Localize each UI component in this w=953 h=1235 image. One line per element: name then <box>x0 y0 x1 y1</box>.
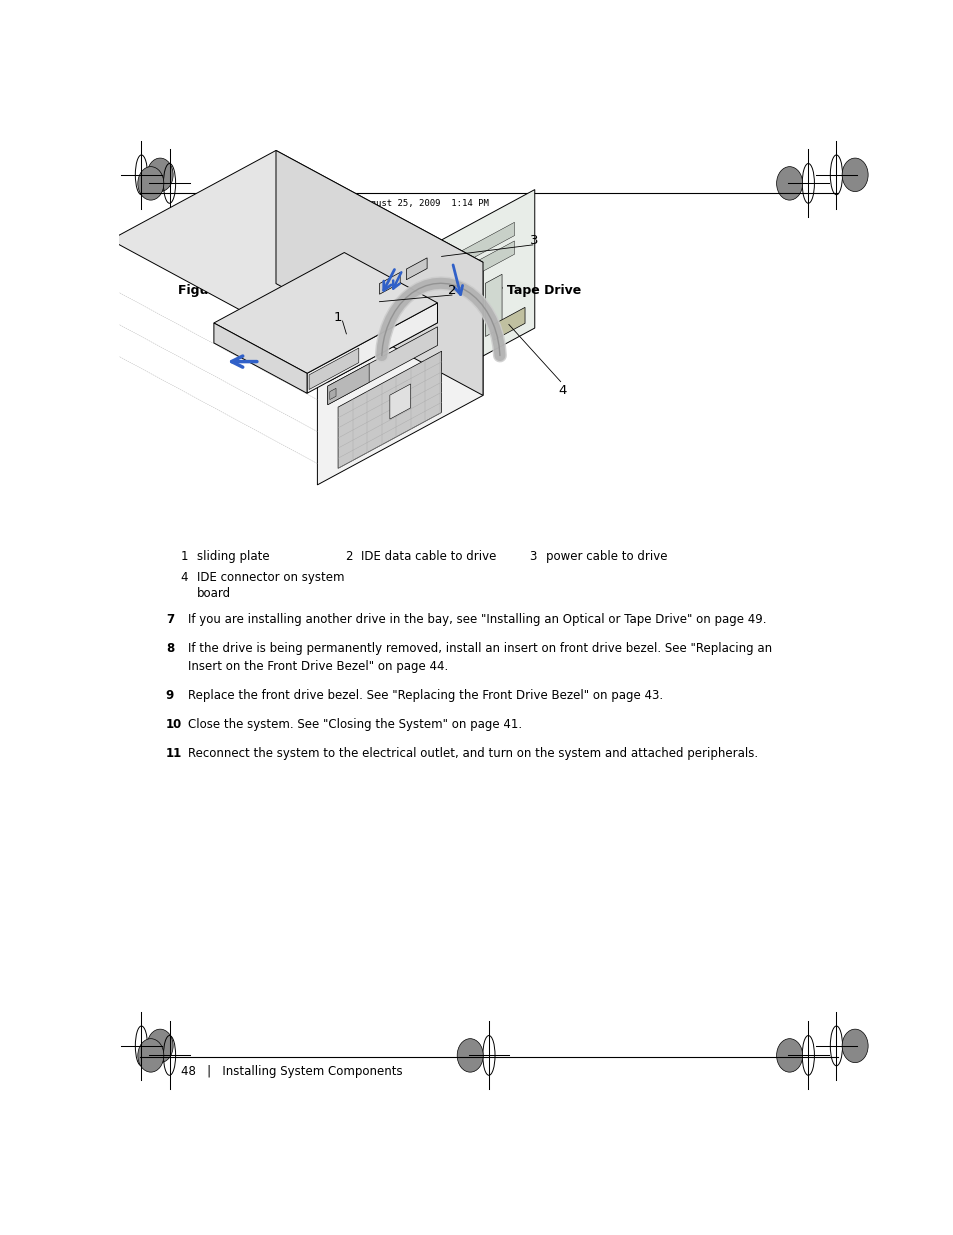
Polygon shape <box>307 303 437 393</box>
Polygon shape <box>328 341 369 382</box>
Polygon shape <box>379 273 400 294</box>
Circle shape <box>776 1039 801 1072</box>
Polygon shape <box>111 151 482 352</box>
Text: Insert on the Front Drive Bezel" on page 44.: Insert on the Front Drive Bezel" on page… <box>188 659 448 673</box>
Text: If you are installing another drive in the bay, see "Installing an Optical or Ta: If you are installing another drive in t… <box>188 614 765 626</box>
Text: 9: 9 <box>166 689 173 701</box>
Text: IDE data cable to drive: IDE data cable to drive <box>360 551 496 563</box>
Polygon shape <box>328 327 437 405</box>
Polygon shape <box>213 252 437 373</box>
Text: 3: 3 <box>530 233 538 247</box>
Text: Figure 3-7.: Figure 3-7. <box>178 284 254 296</box>
Circle shape <box>841 1029 867 1062</box>
Text: 2: 2 <box>447 284 456 296</box>
Polygon shape <box>337 351 441 468</box>
Text: power cable to drive: power cable to drive <box>545 551 667 563</box>
Circle shape <box>147 158 172 191</box>
Text: board: board <box>196 587 231 599</box>
Polygon shape <box>420 190 535 389</box>
Polygon shape <box>431 222 514 280</box>
Text: 11: 11 <box>166 747 182 760</box>
Text: Removing and Installing an Optical or Tape Drive: Removing and Installing an Optical or Ta… <box>237 284 580 296</box>
Text: Reconnect the system to the electrical outlet, and turn on the system and attach: Reconnect the system to the electrical o… <box>188 747 758 760</box>
Polygon shape <box>317 262 482 485</box>
Text: 2: 2 <box>344 551 352 563</box>
Text: 8: 8 <box>166 642 173 656</box>
Text: 4: 4 <box>558 384 566 396</box>
Polygon shape <box>390 384 410 419</box>
Circle shape <box>137 1039 164 1072</box>
Text: book.book  Page 48  Tuesday, August 25, 2009  1:14 PM: book.book Page 48 Tuesday, August 25, 20… <box>204 199 489 209</box>
Text: If the drive is being permanently removed, install an insert on front drive beze: If the drive is being permanently remove… <box>188 642 771 656</box>
Text: 48   |   Installing System Components: 48 | Installing System Components <box>180 1065 402 1078</box>
Polygon shape <box>431 304 448 366</box>
Circle shape <box>137 167 164 200</box>
Text: sliding plate: sliding plate <box>196 551 270 563</box>
Polygon shape <box>328 364 369 405</box>
Polygon shape <box>485 274 501 336</box>
Circle shape <box>147 1029 172 1062</box>
Text: 7: 7 <box>166 614 173 626</box>
Text: Replace the front drive bezel. See "Replacing the Front Drive Bezel" on page 43.: Replace the front drive bezel. See "Repl… <box>188 689 662 701</box>
Circle shape <box>776 167 801 200</box>
Circle shape <box>456 1039 483 1072</box>
Text: 4: 4 <box>180 572 188 584</box>
Text: Close the system. See "Closing the System" on page 41.: Close the system. See "Closing the Syste… <box>188 718 521 731</box>
Polygon shape <box>406 258 427 279</box>
Circle shape <box>841 158 867 191</box>
Polygon shape <box>275 151 482 395</box>
Polygon shape <box>309 348 358 389</box>
Text: 1: 1 <box>333 311 341 324</box>
Polygon shape <box>431 241 514 299</box>
Text: 3: 3 <box>529 551 537 563</box>
Text: 10: 10 <box>166 718 182 731</box>
Polygon shape <box>330 388 335 400</box>
Polygon shape <box>494 308 524 340</box>
Polygon shape <box>213 324 307 393</box>
Polygon shape <box>328 304 437 382</box>
Text: 1: 1 <box>180 551 188 563</box>
Text: IDE connector on system: IDE connector on system <box>196 572 344 584</box>
Polygon shape <box>330 366 335 377</box>
Polygon shape <box>458 289 475 351</box>
